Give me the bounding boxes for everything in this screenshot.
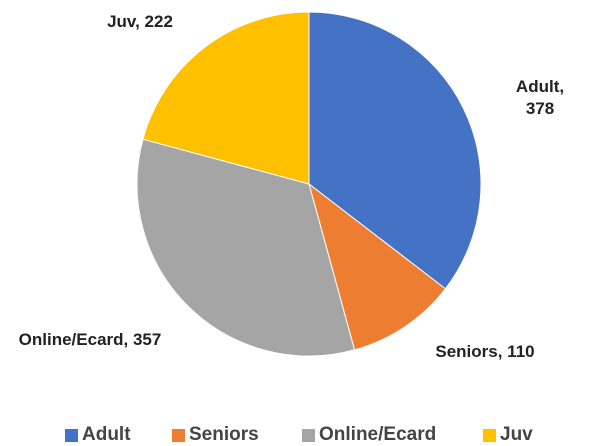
legend-swatch (483, 428, 496, 442)
legend-label: Adult (82, 424, 131, 445)
legend-item: Juv (483, 424, 533, 446)
legend-swatch (172, 428, 185, 442)
pie-slice (308, 11, 482, 290)
legend-label: Seniors (189, 424, 259, 445)
pie-slice (136, 138, 356, 357)
legend-swatch (302, 428, 315, 442)
legend-item: Online/Ecard (302, 424, 436, 446)
pie-slice (308, 182, 447, 351)
legend-swatch (65, 428, 78, 442)
legend-label: Online/Ecard (319, 424, 437, 445)
data-label: Online/Ecard, 357 (18, 329, 162, 349)
data-label: Juv, 222 (107, 11, 173, 31)
legend-label: Juv (500, 424, 533, 445)
data-label: Adult, 378 (515, 76, 565, 118)
pie-slice (142, 11, 310, 185)
legend-item: Adult (65, 424, 131, 446)
data-label: Seniors, 110 (435, 341, 535, 361)
legend-item: Seniors (172, 424, 259, 446)
